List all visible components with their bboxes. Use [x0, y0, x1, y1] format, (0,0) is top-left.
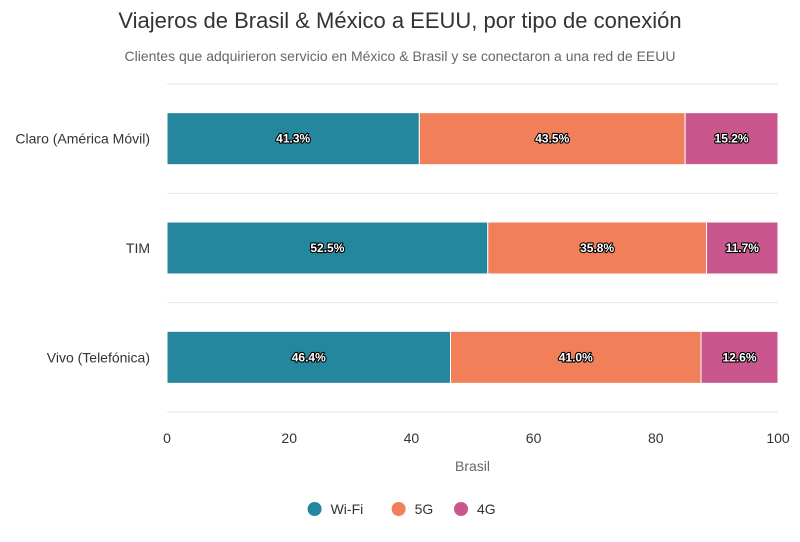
legend-item[interactable]: 4G	[454, 501, 496, 517]
legend-label: 5G	[415, 501, 434, 517]
category-label: Vivo (Telefónica)	[47, 349, 150, 365]
bar-value-label: 46.4%	[292, 350, 326, 364]
bar-value-label: 41.3%	[276, 132, 310, 146]
chart-title: Viajeros de Brasil & México a EEUU, por …	[118, 8, 682, 33]
bar-segment	[450, 330, 702, 384]
bar-segment	[418, 112, 686, 166]
bar-segment	[487, 221, 708, 275]
legend-marker	[391, 502, 406, 516]
chart-subtitle: Clientes que adquirieron servicio en Méx…	[124, 48, 676, 64]
category-label: TIM	[126, 240, 150, 256]
x-tick-label: 20	[281, 430, 297, 446]
bar-value-label: 12.6%	[722, 350, 756, 364]
category-gridlines	[167, 83, 778, 413]
bar-value-label: 11.7%	[726, 241, 760, 255]
bar-value-label: 43.5%	[535, 132, 569, 146]
x-axis-title: Brasil	[455, 458, 490, 474]
x-tick-label: 100	[766, 430, 790, 446]
bar-segment	[684, 112, 779, 166]
x-tick-label: 60	[526, 430, 542, 446]
bars: 41.3% 43.5% 15.2% 52.5% 35.8% 11.7% 46.4% 41.0%…	[166, 112, 779, 384]
x-axis-ticks: 0 20 40 60 80 100	[163, 430, 790, 446]
bar-segment	[166, 221, 489, 275]
bar-value-label: 41.0%	[559, 350, 593, 364]
x-tick-label: 0	[163, 430, 171, 446]
bar-segment	[166, 330, 452, 384]
bar-value-label: 15.2%	[715, 132, 749, 146]
legend-item[interactable]: Wi-Fi	[307, 501, 364, 517]
x-tick-label: 40	[404, 430, 420, 446]
legend-marker	[454, 502, 468, 516]
legend-label: 4G	[477, 501, 496, 517]
bar-value-label: 35.8%	[580, 241, 614, 255]
legend-label: Wi-Fi	[331, 501, 364, 517]
x-tick-label: 80	[648, 430, 664, 446]
bar-value-label: 52.5%	[310, 241, 344, 255]
bar-segment	[700, 330, 779, 384]
bar-segment	[166, 112, 420, 166]
bar-segment	[706, 221, 779, 275]
legend: Wi-Fi 5G 4G	[307, 501, 496, 517]
legend-marker	[307, 502, 322, 516]
legend-item[interactable]: 5G	[391, 501, 434, 517]
category-labels: Claro (América Móvil) TIM Vivo (Telefónica…	[15, 131, 150, 366]
category-label: Claro (América Móvil)	[15, 131, 150, 147]
